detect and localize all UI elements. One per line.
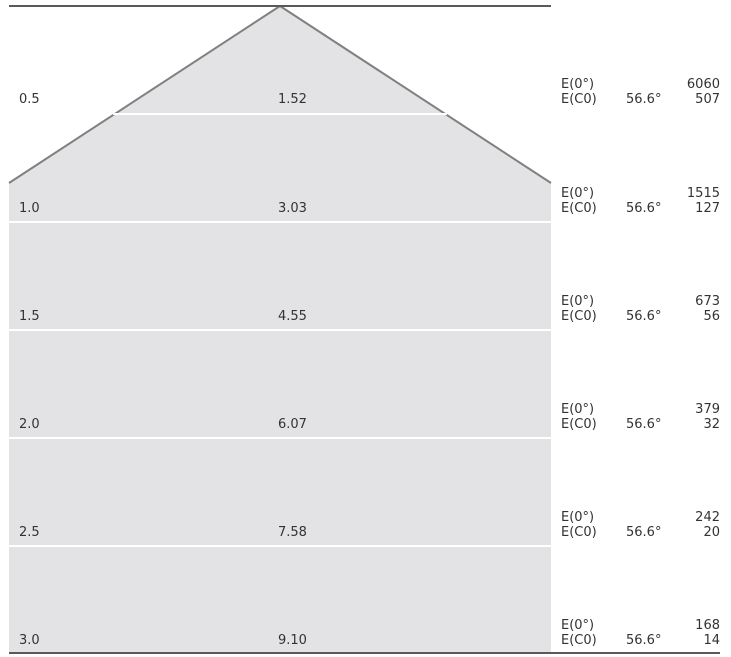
ec0-value: 20 <box>703 525 720 540</box>
distance-label: 2.5 <box>19 525 40 540</box>
ec0-value: 127 <box>695 201 720 216</box>
diameter-label: 4.55 <box>278 309 307 324</box>
distance-label: 1.0 <box>19 201 40 216</box>
e0-value: 6060 <box>686 77 720 92</box>
cone-right-edge <box>279 5 552 184</box>
e0-label: E(0°) <box>561 186 595 201</box>
distance-label: 0.5 <box>19 92 40 107</box>
ec0-label: E(C0) <box>561 309 597 324</box>
ec0-value: 56 <box>703 309 720 324</box>
ec0-angle: 56.6° <box>626 92 662 107</box>
distance-label: 2.0 <box>19 417 40 432</box>
ec0-angle: 56.6° <box>626 525 662 540</box>
cone-left-edge <box>8 5 281 184</box>
diameter-label: 7.58 <box>278 525 307 540</box>
ec0-label: E(C0) <box>561 525 597 540</box>
ec0-value: 14 <box>703 633 720 648</box>
diameter-label: 3.03 <box>278 201 307 216</box>
e0-label: E(0°) <box>561 77 595 92</box>
e0-label: E(0°) <box>561 294 595 309</box>
e0-value: 242 <box>695 510 720 525</box>
ec0-label: E(C0) <box>561 633 597 648</box>
e0-label: E(0°) <box>561 510 595 525</box>
ec0-label: E(C0) <box>561 92 597 107</box>
ec0-value: 32 <box>703 417 720 432</box>
ec0-angle: 56.6° <box>626 309 662 324</box>
ec0-label: E(C0) <box>561 417 597 432</box>
e0-value: 1515 <box>686 186 720 201</box>
diameter-label: 6.07 <box>278 417 307 432</box>
ec0-angle: 56.6° <box>626 201 662 216</box>
ec0-label: E(C0) <box>561 201 597 216</box>
ec0-value: 507 <box>695 92 720 107</box>
distance-label: 3.0 <box>19 633 40 648</box>
e0-value: 379 <box>695 402 720 417</box>
e0-label: E(0°) <box>561 618 595 633</box>
diameter-label: 1.52 <box>278 92 307 107</box>
e0-value: 168 <box>695 618 720 633</box>
ec0-angle: 56.6° <box>626 417 662 432</box>
e0-label: E(0°) <box>561 402 595 417</box>
diameter-label: 9.10 <box>278 633 307 648</box>
distance-label: 1.5 <box>19 309 40 324</box>
ec0-angle: 56.6° <box>626 633 662 648</box>
e0-value: 673 <box>695 294 720 309</box>
